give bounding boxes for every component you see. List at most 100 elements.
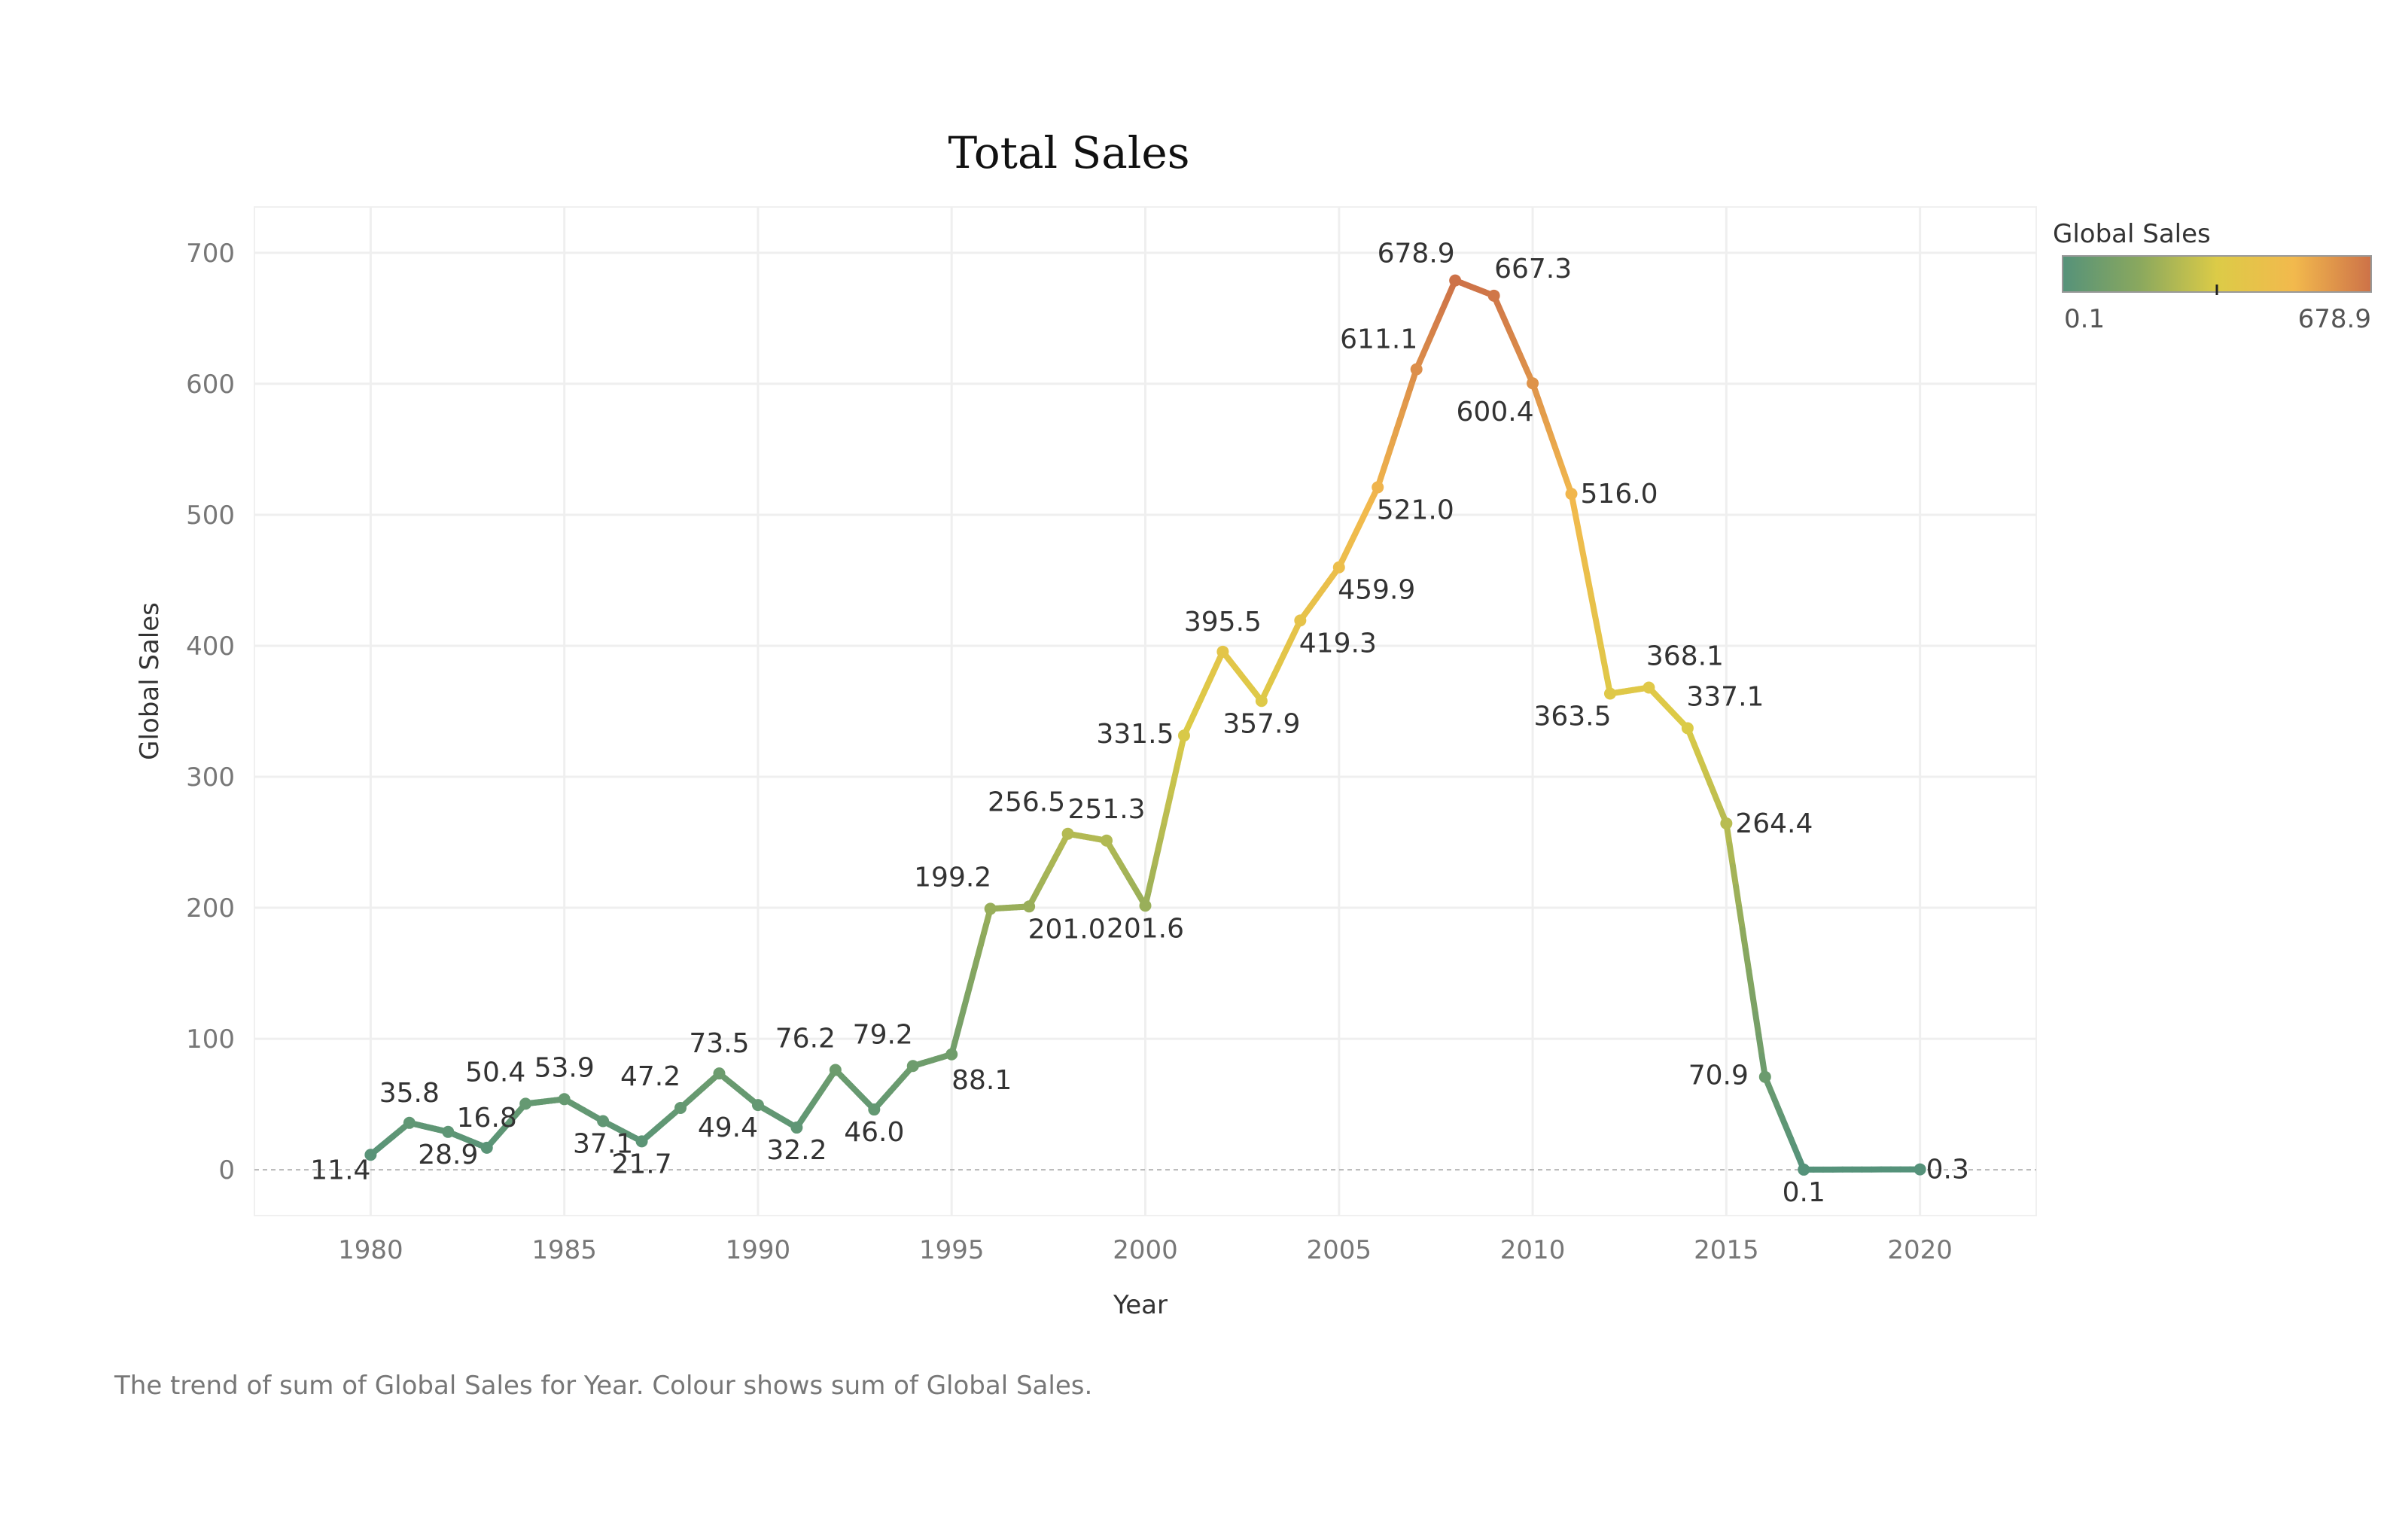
data-point — [1177, 729, 1190, 742]
data-label: 251.3 — [1068, 794, 1146, 825]
chart-title: Total Sales — [948, 127, 1190, 178]
data-point — [751, 1099, 764, 1112]
legend-min-label: 0.1 — [2064, 304, 2105, 334]
data-point — [1643, 681, 1655, 694]
data-point — [1255, 695, 1268, 708]
line-segment — [1733, 884, 1743, 912]
legend-max-label: 678.9 — [2298, 304, 2371, 334]
x-axis-ticks: 1980 1985 1990 1995 2000 2005 2010 2015 2020 — [338, 1235, 1953, 1265]
y-tick-label: 100 — [186, 1024, 235, 1055]
data-label: 611.1 — [1340, 324, 1417, 355]
data-point — [519, 1097, 532, 1110]
data-label: 419.3 — [1299, 628, 1377, 659]
data-label: 28.9 — [418, 1140, 478, 1170]
data-label: 521.0 — [1377, 495, 1454, 525]
data-point — [1798, 1163, 1810, 1176]
data-label: 678.9 — [1378, 239, 1455, 269]
data-label: 395.5 — [1184, 607, 1262, 638]
y-tick-label: 200 — [186, 893, 235, 924]
data-label: 600.4 — [1457, 397, 1534, 428]
data-point — [1487, 289, 1500, 302]
data-labels: 11.4 35.8 28.9 16.8 50.4 53.9 37.121.7 47.2 73.5… — [310, 239, 1969, 1208]
data-point — [1294, 614, 1307, 627]
line-segment — [1736, 905, 1746, 933]
data-label: 363.5 — [1533, 702, 1611, 732]
data-point — [674, 1101, 687, 1114]
data-point — [1332, 561, 1345, 574]
data-label: 331.5 — [1096, 719, 1174, 750]
data-point — [945, 1048, 958, 1061]
x-tick-label: 2005 — [1307, 1235, 1372, 1265]
data-label: 50.4 — [465, 1057, 525, 1088]
data-point — [868, 1103, 881, 1116]
data-point — [1720, 817, 1733, 829]
data-label: 16.8 — [457, 1103, 517, 1134]
x-tick-label: 1985 — [531, 1235, 597, 1265]
y-tick-label: 500 — [186, 501, 235, 531]
data-label: 35.8 — [379, 1078, 440, 1109]
x-tick-label: 2000 — [1113, 1235, 1178, 1265]
y-tick-label: 0 — [218, 1155, 235, 1185]
y-tick-label: 700 — [186, 239, 235, 269]
line-segment — [1726, 842, 1736, 869]
data-point — [1023, 900, 1036, 913]
data-label: 337.1 — [1686, 681, 1764, 712]
data-label: 199.2 — [914, 862, 991, 893]
data-point — [1372, 481, 1384, 494]
y-tick-label: 600 — [186, 370, 235, 400]
grid — [254, 206, 2037, 1216]
data-label: 357.9 — [1222, 708, 1300, 739]
data-label: 32.2 — [766, 1135, 827, 1166]
color-legend: Global Sales 0.1 678.9 — [2053, 219, 2372, 334]
data-point — [790, 1122, 803, 1134]
data-label: 0.3 — [1926, 1155, 1969, 1185]
data-point — [1216, 645, 1229, 658]
line-segment — [1739, 926, 1749, 954]
data-point — [713, 1067, 726, 1080]
data-label: 264.4 — [1735, 808, 1813, 839]
x-tick-label: 1990 — [726, 1235, 791, 1265]
data-point — [635, 1135, 648, 1148]
data-label: 516.0 — [1581, 479, 1658, 510]
data-point — [480, 1141, 493, 1154]
line-segment — [1729, 863, 1740, 890]
line-segment — [1752, 1010, 1762, 1038]
data-label: 256.5 — [988, 787, 1065, 818]
data-label: 53.9 — [534, 1052, 595, 1083]
data-label: 46.0 — [844, 1117, 904, 1148]
data-label: 667.3 — [1494, 254, 1572, 285]
data-label: 70.9 — [1688, 1061, 1749, 1091]
x-tick-label: 1980 — [338, 1235, 403, 1265]
data-point — [1914, 1163, 1926, 1176]
y-tick-label: 300 — [186, 762, 235, 793]
data-point — [1139, 899, 1152, 912]
data-label: 201.6 — [1107, 913, 1184, 944]
data-label: 49.4 — [698, 1112, 758, 1143]
data-label: 459.9 — [1338, 575, 1415, 606]
data-point — [1527, 377, 1539, 390]
line-segment — [1743, 947, 1752, 975]
data-label: 201.0 — [1028, 914, 1106, 945]
data-label: 76.2 — [775, 1023, 836, 1054]
data-point — [984, 902, 997, 915]
data-label: 368.1 — [1646, 641, 1724, 672]
data-point — [1565, 488, 1578, 501]
data-points — [364, 274, 1926, 1176]
data-label: 0.1 — [1783, 1177, 1825, 1208]
chart-caption: The trend of sum of Global Sales for Yea… — [114, 1371, 1092, 1401]
data-label: 88.1 — [951, 1065, 1012, 1096]
data-label: 21.7 — [611, 1149, 671, 1179]
legend-title: Global Sales — [2053, 219, 2211, 249]
data-point — [906, 1060, 919, 1073]
data-label: 11.4 — [310, 1155, 370, 1185]
data-label: 47.2 — [620, 1061, 680, 1092]
x-tick-label: 2020 — [1887, 1235, 1953, 1265]
line-segment — [1755, 1031, 1765, 1059]
x-tick-label: 2010 — [1500, 1235, 1566, 1265]
data-point — [1101, 834, 1113, 847]
y-axis-title: Global Sales — [135, 602, 165, 760]
data-label: 73.5 — [689, 1028, 749, 1059]
data-point — [558, 1093, 571, 1106]
data-point — [1603, 687, 1616, 700]
